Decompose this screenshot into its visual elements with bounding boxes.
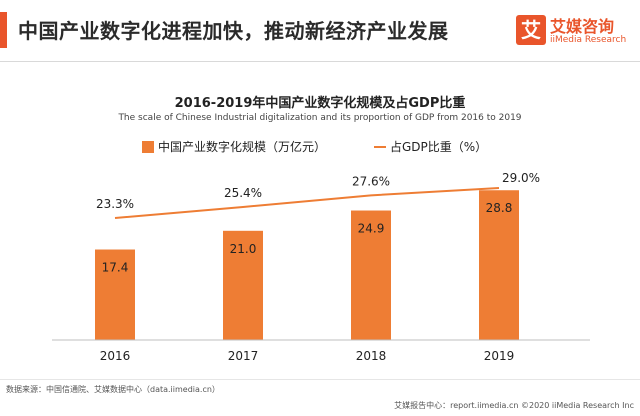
footer-divider <box>0 379 640 380</box>
gdp-share-line <box>114 187 500 219</box>
legend-item-line: 占GDP比重（%） <box>374 138 487 155</box>
line-label-2016: 23.3% <box>96 197 134 211</box>
legend-bar-label: 中国产业数字化规模（万亿元） <box>158 140 327 154</box>
line-label-2017: 25.4% <box>224 186 262 200</box>
header-divider <box>0 61 640 62</box>
chart-legend: 中国产业数字化规模（万亿元） 占GDP比重（%） <box>0 138 640 156</box>
bar-2016 <box>95 249 135 340</box>
logo-cn-text: 艾媒咨询 <box>550 17 615 36</box>
legend-line-label: 占GDP比重（%） <box>390 140 488 154</box>
footer-copyright: 艾媒报告中心：report.iimedia.cn ©2020 iiMedia R… <box>394 401 634 410</box>
bar-label-2016: 17.4 <box>102 261 129 275</box>
x-tick-2018: 2018 <box>356 349 387 363</box>
legend-bar-swatch <box>142 140 154 153</box>
x-tick-2016: 2016 <box>100 349 131 363</box>
line-label-2019: 29.0% <box>502 171 540 185</box>
logo-mark-icon: 艾 <box>516 15 546 45</box>
line-label-2018: 27.6% <box>352 174 390 188</box>
chart-subtitle: The scale of Chinese Industrial digitali… <box>118 113 522 123</box>
iimedia-logo: 艾 艾媒咨询 iiMedia Research <box>516 13 634 53</box>
bar-2019 <box>479 190 519 340</box>
x-tick-2019: 2019 <box>484 349 515 363</box>
logo-en-text: iiMedia Research <box>550 35 627 45</box>
bar-2018 <box>351 210 391 340</box>
bar-2017 <box>223 230 263 340</box>
x-tick-2017: 2017 <box>228 349 259 363</box>
page-title: 中国产业数字化进程加快，推动新经济产业发展 <box>18 19 449 43</box>
page-header: 中国产业数字化进程加快，推动新经济产业发展 艾 艾媒咨询 iiMedia Res… <box>0 0 640 62</box>
bar-label-2017: 21.0 <box>230 242 257 256</box>
data-source: 数据来源：中国信通院、艾媒数据中心（data.iimedia.cn） <box>6 385 220 394</box>
bar-label-2019: 28.8 <box>486 201 513 215</box>
chart-title: 2016-2019年中国产业数字化规模及占GDP比重 <box>174 96 466 111</box>
legend-item-bar: 中国产业数字化规模（万亿元） <box>142 138 326 155</box>
bar-label-2018: 24.9 <box>358 222 385 236</box>
legend-line-swatch <box>374 145 386 148</box>
header-accent-bar <box>0 12 7 48</box>
